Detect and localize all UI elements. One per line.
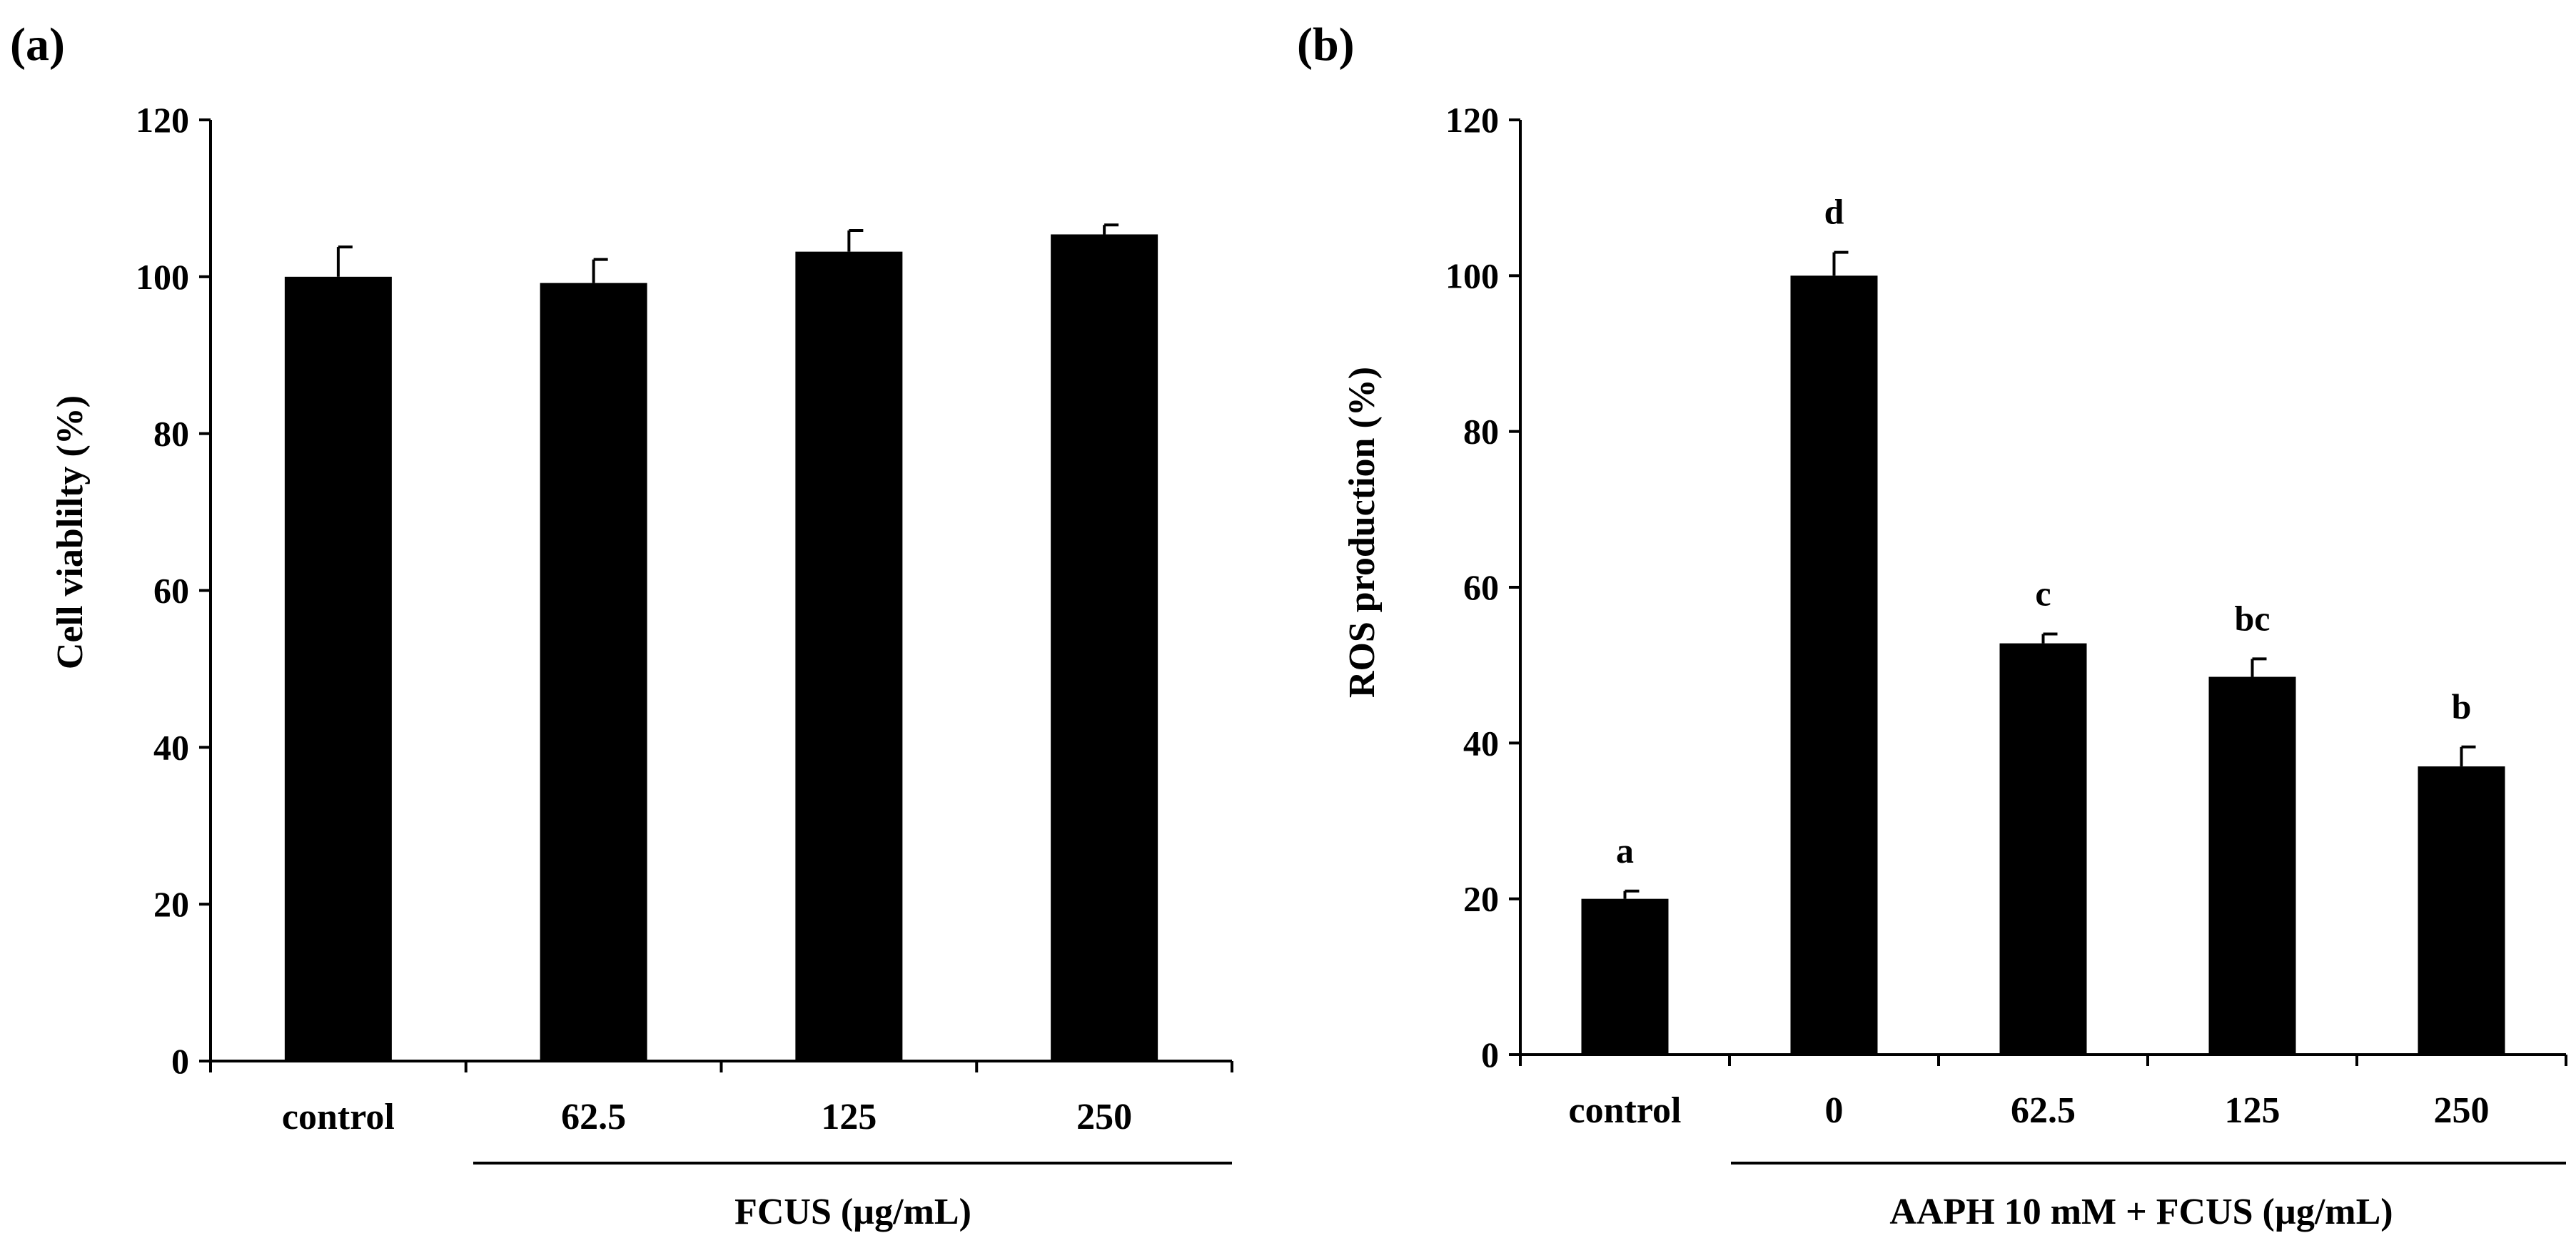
panel-b-group-label: AAPH 10 mM + FCUS (µg/mL) — [1889, 1192, 2393, 1232]
panel-a-y-ticks: 0 20 40 60 80 100 120 — [136, 100, 211, 1081]
panel-a-y-axis-title: Cell viablilty (%) — [50, 395, 91, 669]
panel-a: (a) Cell viablilty (%) 0 20 40 60 80 100 120 c… — [10, 19, 1233, 1232]
category-label: 62.5 — [2011, 1090, 2076, 1131]
bar — [1581, 898, 1669, 1055]
panel-a-bars — [284, 223, 1158, 1062]
significance-letter: bc — [2235, 598, 2271, 638]
bar — [540, 283, 647, 1061]
significance-letter: c — [2035, 574, 2051, 614]
y-tick-label: 20 — [1463, 879, 1499, 919]
panel-b-category-labels: control 0 62.5 125 250 — [1569, 1090, 2490, 1131]
bar — [2208, 676, 2296, 1055]
y-tick-label: 120 — [1445, 100, 1499, 140]
y-tick-label: 80 — [1463, 412, 1499, 452]
y-tick-label: 20 — [153, 884, 189, 924]
significance-letter: a — [1616, 831, 1634, 871]
y-tick-label: 0 — [171, 1041, 189, 1081]
category-label: control — [1569, 1090, 1682, 1131]
y-tick-label: 100 — [1445, 255, 1499, 295]
bar — [1051, 234, 1158, 1062]
y-tick-label: 60 — [153, 571, 189, 611]
y-tick-label: 40 — [153, 727, 189, 767]
bar — [1790, 275, 1878, 1055]
category-label: 0 — [1825, 1090, 1844, 1131]
y-tick-label: 60 — [1463, 567, 1499, 607]
bar — [2418, 766, 2505, 1055]
category-label: control — [282, 1097, 395, 1137]
panel-b-y-ticks: 0 20 40 60 80 100 120 — [1445, 100, 1520, 1075]
y-tick-label: 80 — [153, 414, 189, 454]
panel-a-label: (a) — [10, 19, 65, 71]
category-label: 250 — [1076, 1097, 1132, 1137]
y-tick-label: 40 — [1463, 723, 1499, 763]
category-label: 250 — [2434, 1090, 2490, 1131]
panel-b-y-axis-title: ROS production (%) — [1342, 367, 1383, 698]
panel-b-significance-letters: a d c bc b — [1616, 192, 2471, 871]
panel-b-label: (b) — [1297, 19, 1355, 71]
significance-letter: d — [1824, 192, 1844, 232]
bar — [284, 276, 392, 1061]
y-tick-label: 120 — [136, 100, 189, 140]
panel-b-bars — [1581, 250, 2505, 1055]
significance-letter: b — [2452, 686, 2472, 726]
bar — [795, 251, 903, 1061]
category-label: 62.5 — [561, 1097, 626, 1137]
y-tick-label: 100 — [136, 257, 189, 297]
panel-a-group-label: FCUS (µg/mL) — [734, 1192, 971, 1232]
bar — [1999, 643, 2087, 1055]
y-tick-label: 0 — [1481, 1035, 1499, 1075]
category-label: 125 — [821, 1097, 877, 1137]
panel-a-category-labels: control 62.5 125 250 — [282, 1097, 1132, 1137]
category-label: 125 — [2225, 1090, 2280, 1131]
panel-b: (b) ROS production (%) 0 20 40 60 80 100 120 a… — [1297, 19, 2567, 1232]
